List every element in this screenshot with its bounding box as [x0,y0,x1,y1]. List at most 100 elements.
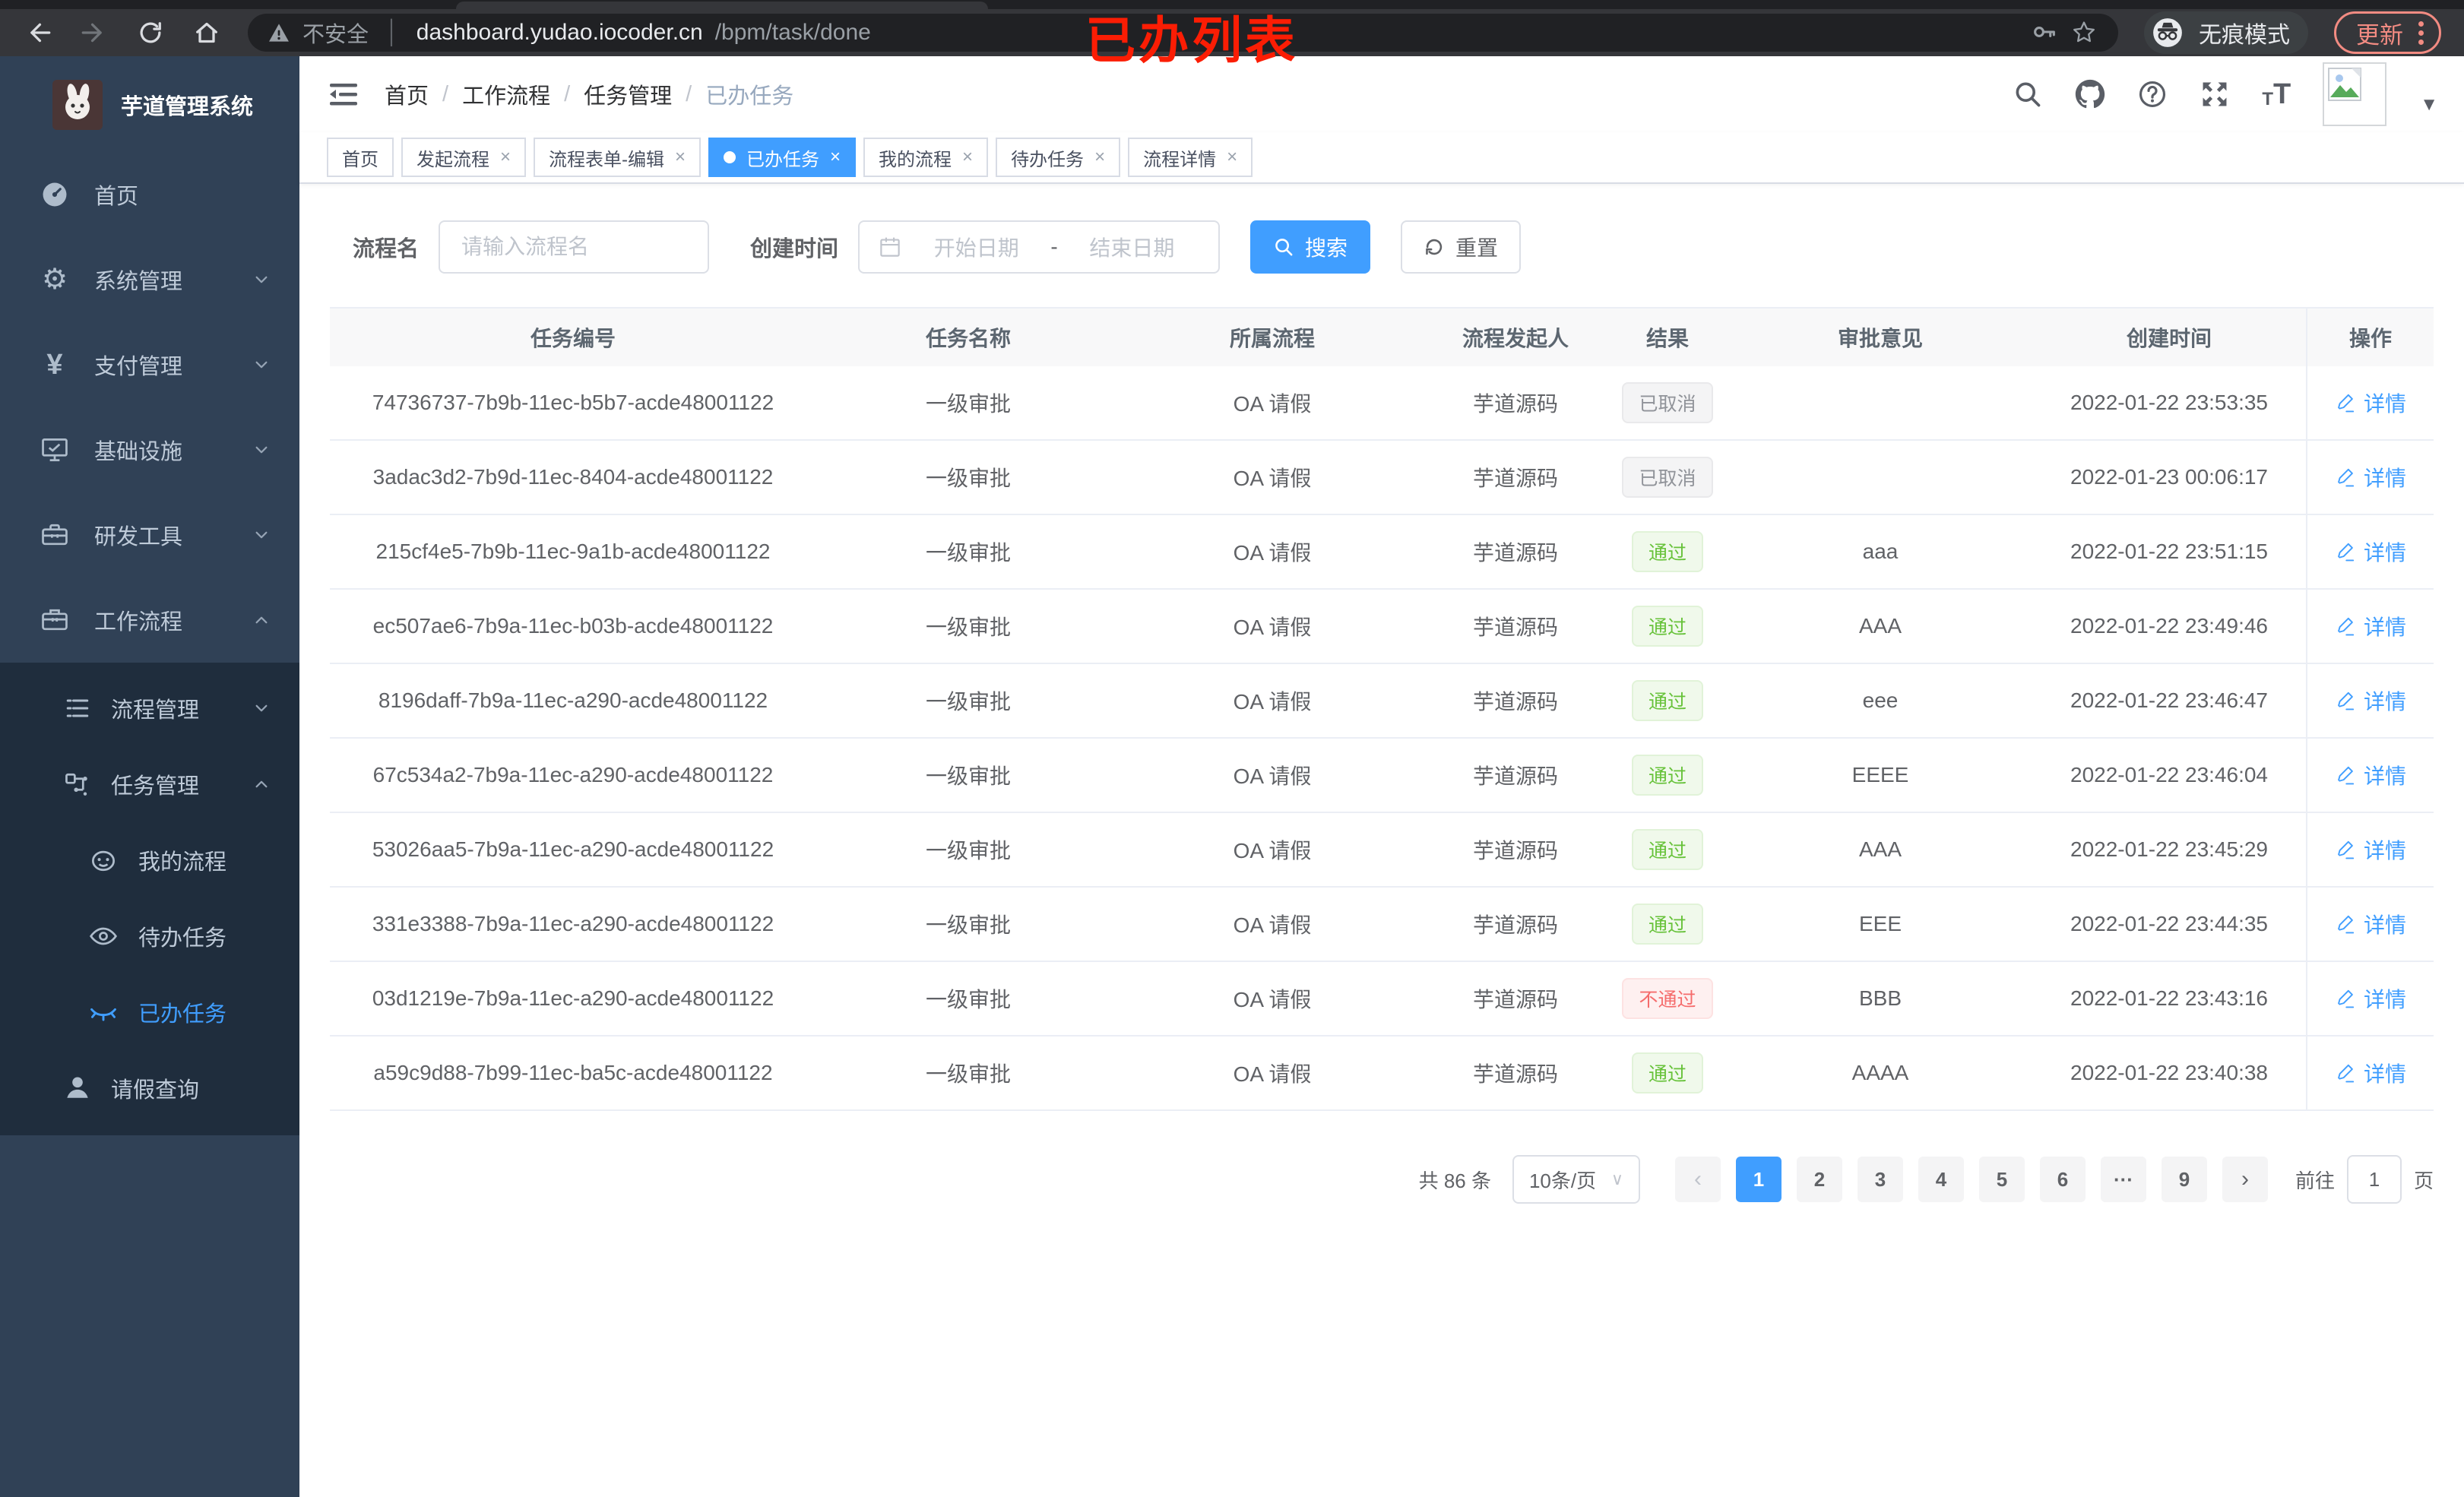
monitor-icon [38,435,71,465]
avatar-caret-icon[interactable]: ▼ [2420,94,2438,115]
sidebar-item-基础设施[interactable]: 基础设施 [0,407,299,492]
sidebar-item-系统管理[interactable]: ⚙ 系统管理 [0,237,299,322]
cell-created: 2022-01-22 23:44:35 [2070,912,2268,935]
page-ellipsis-button[interactable]: ··· [2100,1157,2146,1202]
sidebar-item-label: 请假查询 [111,1078,200,1103]
close-icon[interactable]: × [1227,147,1238,167]
security-label[interactable]: 不安全 [302,23,369,47]
detail-link[interactable]: 详情 [2335,388,2406,418]
cell-name: 一级审批 [925,839,1011,862]
cell-created: 2022-01-22 23:46:47 [2070,688,2268,712]
close-icon[interactable]: × [500,147,511,167]
cell-created: 2022-01-22 23:43:16 [2070,986,2268,1010]
reset-button[interactable]: 重置 [1401,220,1522,274]
url-bar[interactable]: 不安全 │ dashboard.yudao.iocoder.cn /bpm/ta… [248,14,2118,52]
detail-link[interactable]: 详情 [2335,536,2406,567]
breadcrumb-item[interactable]: 首页 [385,84,429,109]
tab-首页[interactable]: 首页 [327,138,394,177]
sidebar-item-我的流程[interactable]: 我的流程 [0,822,299,898]
forward-icon[interactable] [79,17,109,48]
incognito-icon [2150,15,2185,50]
column-header-任务名称: 任务名称 [925,327,1011,350]
page-size-select[interactable]: 10条/页 ∨ [1512,1155,1640,1204]
date-range-input[interactable]: 开始日期 - 结束日期 [858,220,1221,274]
avatar[interactable] [2323,62,2387,126]
detail-link[interactable]: 详情 [2335,760,2406,790]
cell-initiator: 芋道源码 [1472,616,1558,639]
page-button-1[interactable]: 1 [1735,1157,1781,1202]
browser-active-tab[interactable] [456,2,988,9]
table-row: 215cf4e5-7b9b-11ec-9a1b-acde48001122 一级审批… [330,515,2434,590]
tab-流程表单-编辑[interactable]: 流程表单-编辑 × [534,138,702,177]
detail-link[interactable]: 详情 [2335,1058,2406,1088]
cell-action: 详情 [2306,590,2434,663]
fullscreen-icon[interactable] [2200,79,2230,109]
tab-我的流程[interactable]: 我的流程 × [863,138,989,177]
page-button-4[interactable]: 4 [1918,1157,1964,1202]
close-icon[interactable]: × [675,147,686,167]
bookmark-star-icon[interactable] [2071,19,2098,46]
page-button-6[interactable]: 6 [2039,1157,2086,1202]
close-icon[interactable]: × [962,147,974,167]
sidebar-item-研发工具[interactable]: 研发工具 [0,492,299,578]
tab-待办任务[interactable]: 待办任务 × [996,138,1121,177]
tab-发起流程[interactable]: 发起流程 × [401,138,527,177]
sidebar-item-支付管理[interactable]: ¥ 支付管理 [0,322,299,407]
detail-link[interactable]: 详情 [2335,983,2406,1014]
next-page-button[interactable]: › [2222,1157,2268,1202]
process-name-input[interactable] [439,220,710,274]
back-icon[interactable] [23,17,53,48]
breadcrumb-item[interactable]: 工作流程 [462,84,551,109]
detail-link[interactable]: 详情 [2335,611,2406,641]
sidebar-item-待办任务[interactable]: 待办任务 [0,898,299,974]
reload-icon[interactable] [135,17,166,48]
tab-流程详情[interactable]: 流程详情 × [1128,138,1253,177]
prev-page-button[interactable]: ‹ [1674,1157,1721,1202]
date-end-placeholder[interactable]: 结束日期 [1089,236,1175,260]
logo-rabbit-image [52,80,103,130]
home-icon[interactable] [192,17,222,48]
sidebar-item-请假查询[interactable]: 请假查询 [0,1050,299,1126]
cell-created: 2022-01-23 00:06:17 [2070,465,2268,489]
update-button[interactable]: 更新 [2334,11,2441,54]
detail-link[interactable]: 详情 [2335,685,2406,716]
detail-link[interactable]: 详情 [2335,462,2406,492]
page-button-2[interactable]: 2 [1796,1157,1842,1202]
breadcrumb-separator: / [442,81,449,106]
cell-process: OA 请假 [1233,616,1312,639]
tab-已办任务[interactable]: 已办任务 × [708,138,857,177]
breadcrumb-item[interactable]: 任务管理 [584,84,673,109]
sidebar-item-已办任务[interactable]: 已办任务 [0,974,299,1050]
cell-id: a59c9d88-7b99-11ec-ba5c-acde48001122 [373,1061,773,1084]
cell-name: 一级审批 [925,988,1011,1011]
close-icon[interactable]: × [830,147,841,167]
jump-page-input[interactable] [2346,1155,2402,1204]
sidebar-item-首页[interactable]: 首页 [0,152,299,237]
face-icon [87,845,120,875]
sidebar-item-流程管理[interactable]: 流程管理 [0,670,299,746]
password-key-icon[interactable] [2032,19,2059,46]
detail-link[interactable]: 详情 [2335,834,2406,865]
chevron-up-icon [251,774,272,795]
page-button-3[interactable]: 3 [1857,1157,1903,1202]
table-body: 74736737-7b9b-11ec-b5b7-acde48001122 一级审批… [330,366,2434,1111]
cell-name: 一级审批 [925,764,1011,788]
close-icon[interactable]: × [1094,147,1106,167]
page-button-5[interactable]: 5 [1978,1157,2025,1202]
search-icon[interactable] [2013,79,2043,109]
sidebar-item-任务管理[interactable]: 任务管理 [0,746,299,822]
logo-row[interactable]: 芋道管理系统 [0,68,299,141]
sidebar-item-工作流程[interactable]: 工作流程 [0,578,299,663]
search-button[interactable]: 搜索 [1250,220,1371,274]
sidebar-toggle-icon[interactable] [327,78,360,111]
github-icon[interactable] [2075,79,2105,109]
tab-label: 首页 [342,149,378,170]
help-icon[interactable] [2137,79,2168,109]
page-button-9[interactable]: 9 [2161,1157,2207,1202]
detail-link[interactable]: 详情 [2335,909,2406,939]
url-host: dashboard.yudao.iocoder.cn [416,20,703,45]
browser-menu-icon[interactable] [2418,21,2424,45]
date-start-placeholder[interactable]: 开始日期 [933,236,1019,260]
